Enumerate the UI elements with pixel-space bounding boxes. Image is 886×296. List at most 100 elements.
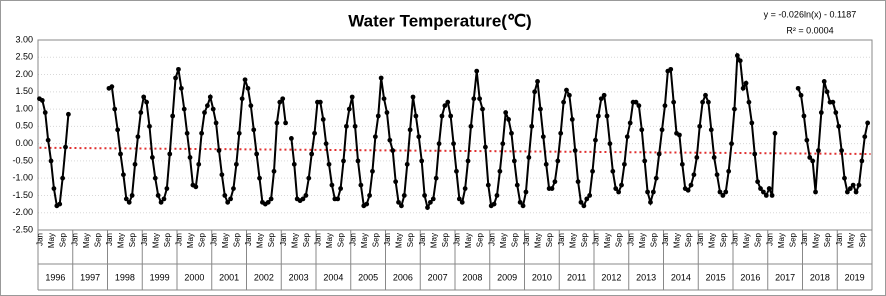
x-tick-label: May — [186, 233, 195, 248]
data-point — [372, 134, 378, 140]
x-tick-label: May — [534, 233, 543, 248]
data-point — [552, 179, 558, 185]
data-point — [346, 106, 352, 112]
data-point — [729, 141, 734, 147]
data-point — [509, 130, 514, 136]
data-point — [173, 75, 178, 81]
data-point — [500, 141, 506, 147]
data-point — [161, 196, 167, 202]
data-point — [755, 179, 761, 185]
year-label: 2016 — [740, 272, 760, 282]
data-point — [291, 161, 297, 167]
data-point — [115, 127, 121, 133]
data-point — [532, 89, 538, 95]
data-point — [561, 99, 566, 105]
data-point — [465, 158, 471, 164]
x-tick-label: May — [151, 233, 160, 248]
data-point — [66, 111, 71, 117]
data-point — [540, 134, 546, 140]
data-point — [430, 196, 436, 202]
data-point — [740, 85, 746, 91]
data-point — [138, 110, 144, 115]
data-point — [622, 161, 627, 167]
data-point — [766, 186, 772, 191]
data-point — [816, 148, 821, 153]
data-point — [662, 103, 668, 109]
data-point — [564, 87, 569, 93]
data-point — [633, 99, 639, 105]
data-point — [410, 94, 416, 100]
data-point — [112, 106, 118, 112]
data-point — [734, 53, 740, 58]
year-label: 2015 — [706, 272, 726, 282]
data-point — [205, 103, 210, 109]
data-point — [135, 134, 141, 140]
year-label: 2003 — [289, 272, 309, 282]
data-point — [231, 186, 236, 191]
data-point — [769, 193, 775, 198]
x-tick-label: May — [464, 233, 473, 248]
data-point — [480, 106, 485, 112]
data-point — [381, 96, 387, 102]
x-tick-label: Sep — [198, 232, 207, 247]
data-point — [732, 106, 737, 112]
data-point — [427, 199, 433, 205]
data-point — [653, 175, 659, 181]
x-tick-label: Sep — [232, 232, 241, 247]
data-point — [494, 193, 500, 198]
data-point — [833, 110, 839, 115]
data-point — [584, 196, 590, 202]
data-point — [477, 96, 483, 102]
x-tick-label: May — [117, 233, 126, 248]
year-label: 2001 — [219, 272, 239, 282]
x-tick-label: Sep — [545, 232, 554, 247]
data-point — [853, 189, 859, 195]
x-tick-label: May — [777, 233, 786, 248]
data-point — [566, 92, 572, 98]
data-point — [708, 127, 714, 133]
data-point — [271, 168, 277, 174]
data-point — [613, 186, 619, 191]
year-label: 2005 — [358, 272, 378, 282]
data-point — [772, 130, 778, 136]
data-point — [538, 106, 543, 112]
year-label: 2013 — [636, 272, 656, 282]
x-tick-label: Jan — [348, 233, 357, 246]
data-point — [364, 201, 370, 207]
year-label: 2014 — [671, 272, 691, 282]
data-point — [349, 94, 355, 100]
data-point — [761, 189, 766, 195]
data-point — [387, 137, 393, 143]
y-tick-label: 0.50 — [15, 121, 33, 131]
data-point — [152, 175, 158, 181]
data-point — [393, 179, 399, 185]
x-tick-label: May — [638, 233, 647, 248]
data-point — [167, 151, 173, 157]
data-point — [590, 168, 595, 174]
data-point — [821, 79, 827, 84]
year-label: 2018 — [810, 272, 830, 282]
data-point — [439, 113, 445, 119]
data-point — [581, 203, 587, 209]
data-point — [818, 110, 824, 115]
data-point — [413, 113, 419, 119]
data-point — [187, 155, 193, 160]
data-point — [280, 96, 286, 102]
x-tick-label: Sep — [754, 232, 763, 247]
data-point — [126, 199, 132, 205]
data-point — [355, 158, 361, 164]
x-tick-label: Jan — [557, 233, 566, 246]
data-point — [132, 161, 138, 167]
x-tick-label: Jan — [696, 233, 705, 246]
data-point — [338, 186, 344, 191]
data-point — [378, 75, 384, 81]
x-tick-label: Jan — [765, 233, 774, 246]
data-point — [341, 158, 346, 164]
data-point — [164, 186, 170, 191]
data-point — [254, 151, 260, 157]
data-point — [639, 127, 645, 133]
x-tick-label: Sep — [302, 232, 311, 247]
x-tick-label: Sep — [163, 232, 172, 247]
data-point — [616, 189, 622, 195]
data-point — [555, 158, 561, 164]
